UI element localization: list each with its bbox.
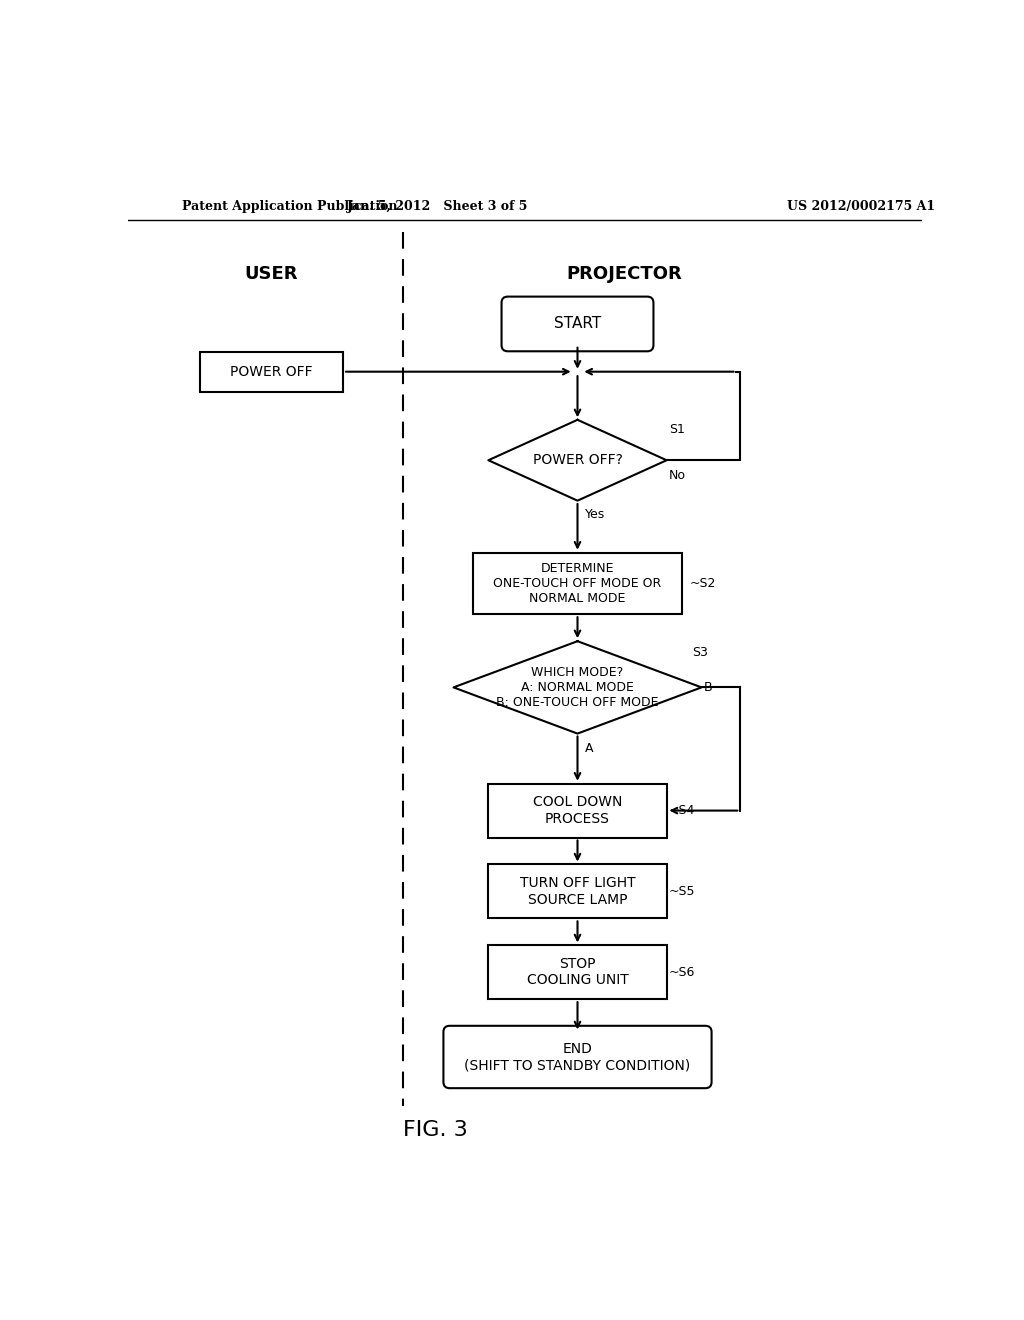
Text: S3: S3 <box>692 647 708 659</box>
Text: STOP
COOLING UNIT: STOP COOLING UNIT <box>526 957 629 987</box>
Bar <box>488 945 667 999</box>
Text: ~S6: ~S6 <box>669 966 695 979</box>
Text: END
(SHIFT TO STANDBY CONDITION): END (SHIFT TO STANDBY CONDITION) <box>464 1041 690 1072</box>
Bar <box>473 553 682 614</box>
Text: No: No <box>669 469 686 482</box>
Text: POWER OFF?: POWER OFF? <box>532 453 623 467</box>
Text: B: B <box>703 681 713 694</box>
Text: FIG. 3: FIG. 3 <box>403 1121 468 1140</box>
Text: US 2012/0002175 A1: US 2012/0002175 A1 <box>786 199 935 213</box>
Polygon shape <box>454 642 701 734</box>
Bar <box>200 351 343 392</box>
Bar <box>488 784 667 837</box>
Text: TURN OFF LIGHT
SOURCE LAMP: TURN OFF LIGHT SOURCE LAMP <box>520 876 635 907</box>
Text: ~S5: ~S5 <box>669 884 695 898</box>
Bar <box>488 865 667 919</box>
FancyBboxPatch shape <box>443 1026 712 1088</box>
Text: START: START <box>554 317 601 331</box>
Text: DETERMINE
ONE-TOUCH OFF MODE OR
NORMAL MODE: DETERMINE ONE-TOUCH OFF MODE OR NORMAL M… <box>494 562 662 605</box>
Text: PROJECTOR: PROJECTOR <box>566 265 682 282</box>
Text: Jan. 5, 2012   Sheet 3 of 5: Jan. 5, 2012 Sheet 3 of 5 <box>347 199 528 213</box>
Text: S1: S1 <box>669 422 685 436</box>
Text: USER: USER <box>245 265 298 282</box>
Text: POWER OFF: POWER OFF <box>230 364 312 379</box>
Text: Yes: Yes <box>586 508 605 520</box>
Text: WHICH MODE?
A: NORMAL MODE
B: ONE-TOUCH OFF MODE: WHICH MODE? A: NORMAL MODE B: ONE-TOUCH … <box>497 665 658 709</box>
FancyBboxPatch shape <box>502 297 653 351</box>
Text: ~S4: ~S4 <box>669 804 695 817</box>
Text: A: A <box>586 742 594 755</box>
Polygon shape <box>488 420 667 500</box>
Text: ~S2: ~S2 <box>690 577 716 590</box>
Text: Patent Application Publication: Patent Application Publication <box>182 199 397 213</box>
Text: COOL DOWN
PROCESS: COOL DOWN PROCESS <box>532 796 623 826</box>
